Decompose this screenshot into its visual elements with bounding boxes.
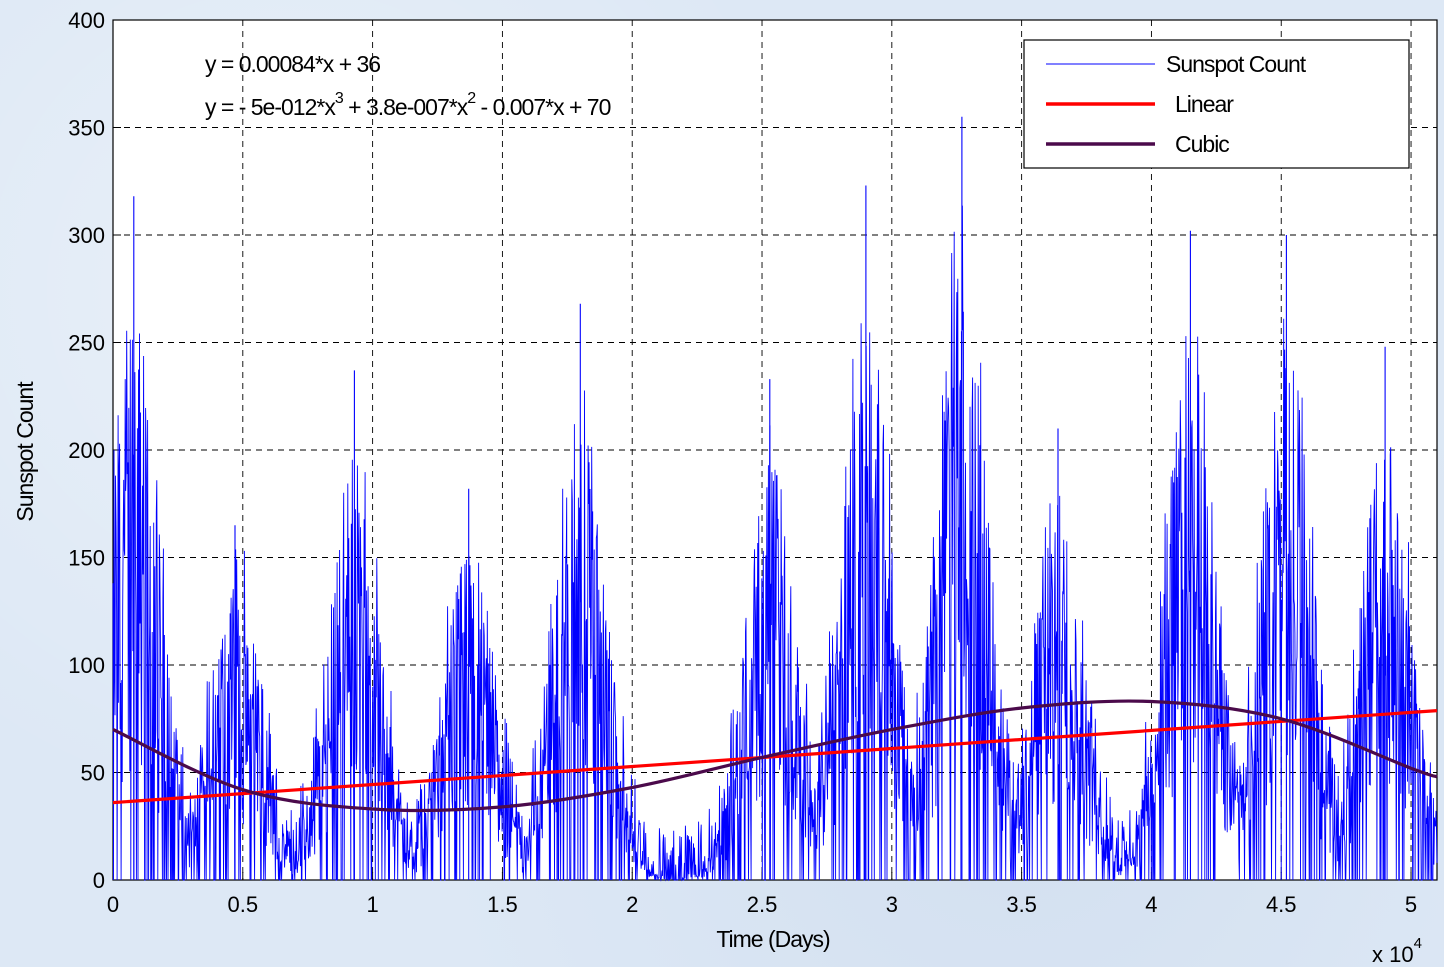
y-tick-label: 100 [68, 653, 105, 678]
legend-label-sunspot: Sunspot Count [1166, 51, 1307, 77]
x-tick-label: 2.5 [747, 892, 778, 917]
fit-lines [112, 699, 1438, 813]
sunspot-line [112, 205, 1438, 882]
y-tick-label: 50 [81, 761, 105, 786]
cubic-fit-line [112, 699, 1438, 813]
y-tick-labels: 0 50 100 150 200 250 300 350 400 [68, 8, 105, 893]
cubic-eq-exp1: 3 [335, 90, 344, 107]
series-sunspot-count [112, 116, 1438, 882]
legend-label-linear: Linear [1175, 91, 1234, 117]
y-tick-label: 300 [68, 223, 105, 248]
x-tick-labels: 0 0.5 1 1.5 2 2.5 3 3.5 4 4.5 5 [107, 892, 1417, 917]
x-tick-label: 1.5 [487, 892, 518, 917]
x-tick-label: 0 [107, 892, 119, 917]
cubic-eq-exp2: 2 [467, 90, 476, 107]
y-tick-label: 150 [68, 546, 105, 571]
x-tick-label: 1 [366, 892, 378, 917]
cubic-eq-part3: - 0.007*x + 70 [475, 94, 610, 120]
x-tick-label: 0.5 [228, 892, 259, 917]
linear-fit-line [112, 709, 1438, 805]
linear-equation: y = 0.00084*x + 36 [205, 51, 380, 77]
x-tick-label: 4.5 [1266, 892, 1297, 917]
legend: Sunspot Count Linear Cubic [1023, 39, 1410, 169]
x-tick-label: 3 [886, 892, 898, 917]
x-tick-label: 5 [1405, 892, 1417, 917]
x-multiplier: x 104 [1372, 935, 1422, 967]
y-tick-label: 400 [68, 8, 105, 33]
x-tick-label: 2 [626, 892, 638, 917]
cubic-equation: y = - 5e-012*x3 + 3.8e-007*x2 - 0.007*x … [205, 90, 611, 120]
cubic-eq-part2: + 3.8e-007*x [343, 94, 469, 120]
sunspot-peaks [133, 116, 1386, 880]
y-tick-label: 250 [68, 331, 105, 356]
cubic-eq-part1: y = - 5e-012*x [205, 94, 336, 120]
x-tick-label: 4 [1145, 892, 1157, 917]
x-multiplier-exp: 4 [1414, 935, 1422, 952]
y-tick-label: 200 [68, 438, 105, 463]
y-tick-label: 350 [68, 116, 105, 141]
x-axis-label: Time (Days) [716, 926, 830, 952]
y-axis-label: Sunspot Count [12, 381, 38, 522]
legend-label-cubic: Cubic [1175, 131, 1229, 157]
y-tick-label: 0 [93, 868, 105, 893]
x-tick-label: 3.5 [1006, 892, 1037, 917]
x-multiplier-base: x 10 [1372, 942, 1414, 967]
